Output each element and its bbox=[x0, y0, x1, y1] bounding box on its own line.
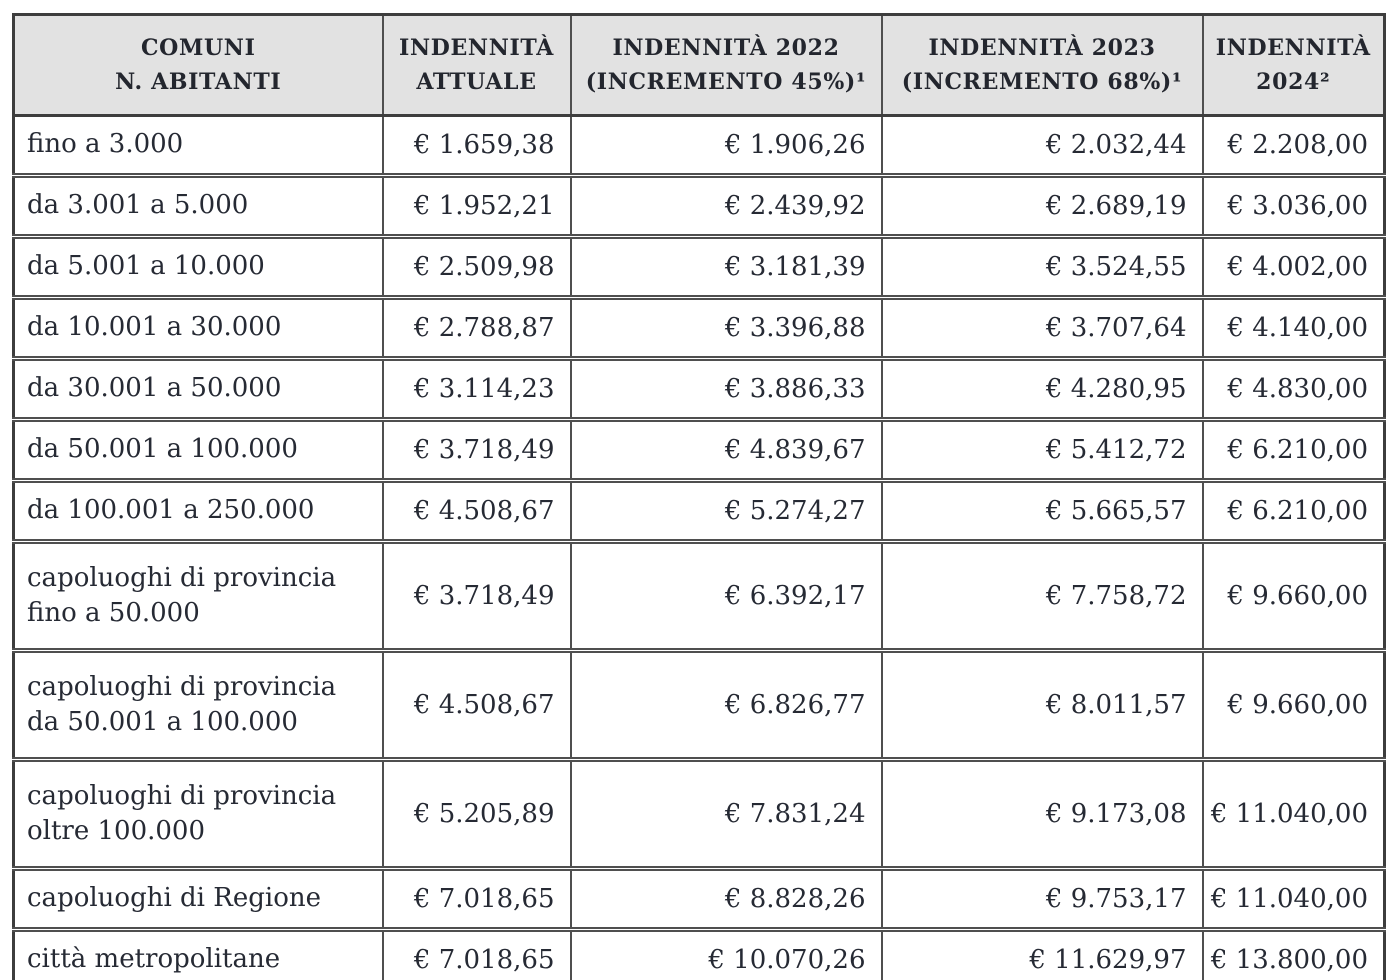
cell-attuale: € 1.659,38 bbox=[381, 114, 572, 177]
header-line: 2024² bbox=[1256, 69, 1331, 95]
cell-attuale: € 4.508,67 bbox=[381, 648, 572, 761]
column-header-indennita-attuale: INDENNITÀ ATTUALE bbox=[381, 13, 572, 117]
cell-2024: € 4.830,00 bbox=[1201, 356, 1386, 421]
column-header-indennita-2022: INDENNITÀ 2022 (INCREMENTO 45%)¹ bbox=[569, 13, 883, 117]
row-label: capoluoghi di provincia fino a 50.000 bbox=[12, 539, 384, 652]
cell-attuale: € 3.114,23 bbox=[381, 356, 572, 421]
row-label: fino a 3.000 bbox=[12, 114, 384, 177]
table-row: da 5.001 a 10.000 € 2.509,98 € 3.181,39 … bbox=[12, 234, 1386, 299]
cell-2023: € 8.011,57 bbox=[880, 648, 1204, 761]
cell-2022: € 2.439,92 bbox=[569, 173, 883, 238]
cell-2023: € 7.758,72 bbox=[880, 539, 1204, 652]
cell-attuale: € 7.018,65 bbox=[381, 927, 572, 980]
cell-2022: € 3.396,88 bbox=[569, 295, 883, 360]
header-line: INDENNITÀ bbox=[399, 34, 554, 61]
header-line: INDENNITÀ bbox=[1215, 34, 1371, 61]
cell-2022: € 7.831,24 bbox=[569, 757, 883, 870]
row-label: da 3.001 a 5.000 bbox=[12, 173, 384, 238]
header-line: N. ABITANTI bbox=[115, 69, 282, 95]
table-row: da 100.001 a 250.000 € 4.508,67 € 5.274,… bbox=[12, 478, 1386, 543]
row-label: da 5.001 a 10.000 bbox=[12, 234, 384, 299]
cell-2023: € 5.665,57 bbox=[880, 478, 1204, 543]
cell-attuale: € 4.508,67 bbox=[381, 478, 572, 543]
cell-2024: € 6.210,00 bbox=[1201, 478, 1386, 543]
table-row: da 50.001 a 100.000 € 3.718,49 € 4.839,6… bbox=[12, 417, 1386, 482]
table-row: da 10.001 a 30.000 € 2.788,87 € 3.396,88… bbox=[12, 295, 1386, 360]
table-row: da 3.001 a 5.000 € 1.952,21 € 2.439,92 €… bbox=[12, 173, 1386, 238]
header-line: INDENNITÀ 2023 bbox=[928, 34, 1156, 61]
header-row: COMUNI N. ABITANTI INDENNITÀ ATTUALE IND… bbox=[12, 13, 1386, 117]
table-body: fino a 3.000 € 1.659,38 € 1.906,26 € 2.0… bbox=[12, 114, 1386, 980]
cell-2023: € 2.032,44 bbox=[880, 114, 1204, 177]
header-line: ATTUALE bbox=[416, 69, 537, 95]
cell-2022: € 8.828,26 bbox=[569, 866, 883, 931]
cell-2023: € 3.707,64 bbox=[880, 295, 1204, 360]
table-row: capoluoghi di provincia oltre 100.000 € … bbox=[12, 757, 1386, 870]
cell-attuale: € 3.718,49 bbox=[381, 539, 572, 652]
row-label: capoluoghi di provincia oltre 100.000 bbox=[12, 757, 384, 870]
cell-2024: € 9.660,00 bbox=[1201, 539, 1386, 652]
cell-2022: € 10.070,26 bbox=[569, 927, 883, 980]
row-label: città metropolitane bbox=[12, 927, 384, 980]
cell-2023: € 9.753,17 bbox=[880, 866, 1204, 931]
header-line: COMUNI bbox=[140, 34, 256, 61]
cell-2022: € 3.181,39 bbox=[569, 234, 883, 299]
table-row: da 30.001 a 50.000 € 3.114,23 € 3.886,33… bbox=[12, 356, 1386, 421]
cell-2022: € 5.274,27 bbox=[569, 478, 883, 543]
cell-2023: € 2.689,19 bbox=[880, 173, 1204, 238]
cell-2022: € 3.886,33 bbox=[569, 356, 883, 421]
cell-2022: € 6.826,77 bbox=[569, 648, 883, 761]
cell-2024: € 3.036,00 bbox=[1201, 173, 1386, 238]
cell-2024: € 9.660,00 bbox=[1201, 648, 1386, 761]
column-header-indennita-2023: INDENNITÀ 2023 (INCREMENTO 68%)¹ bbox=[880, 13, 1204, 117]
header-line: (INCREMENTO 68%)¹ bbox=[901, 69, 1183, 95]
cell-attuale: € 5.205,89 bbox=[381, 757, 572, 870]
table-row: città metropolitane € 7.018,65 € 10.070,… bbox=[12, 927, 1386, 980]
cell-2024: € 6.210,00 bbox=[1201, 417, 1386, 482]
column-header-indennita-2024: INDENNITÀ 2024² bbox=[1201, 13, 1386, 117]
cell-2023: € 4.280,95 bbox=[880, 356, 1204, 421]
row-label: da 50.001 a 100.000 bbox=[12, 417, 384, 482]
cell-2024: € 11.040,00 bbox=[1201, 866, 1386, 931]
cell-2023: € 11.629,97 bbox=[880, 927, 1204, 980]
cell-2022: € 4.839,67 bbox=[569, 417, 883, 482]
cell-attuale: € 2.509,98 bbox=[381, 234, 572, 299]
cell-2024: € 2.208,00 bbox=[1201, 114, 1386, 177]
table-header: COMUNI N. ABITANTI INDENNITÀ ATTUALE IND… bbox=[12, 13, 1386, 117]
cell-attuale: € 2.788,87 bbox=[381, 295, 572, 360]
cell-2024: € 11.040,00 bbox=[1201, 757, 1386, 870]
header-line: INDENNITÀ 2022 bbox=[612, 34, 840, 61]
row-label: capoluoghi di provincia da 50.001 a 100.… bbox=[12, 648, 384, 761]
cell-attuale: € 7.018,65 bbox=[381, 866, 572, 931]
cell-attuale: € 3.718,49 bbox=[381, 417, 572, 482]
cell-attuale: € 1.952,21 bbox=[381, 173, 572, 238]
row-label: da 10.001 a 30.000 bbox=[12, 295, 384, 360]
column-header-comuni: COMUNI N. ABITANTI bbox=[12, 13, 384, 117]
table-row: fino a 3.000 € 1.659,38 € 1.906,26 € 2.0… bbox=[12, 114, 1386, 177]
row-label: da 100.001 a 250.000 bbox=[12, 478, 384, 543]
cell-2024: € 13.800,00 bbox=[1201, 927, 1386, 980]
cell-2024: € 4.140,00 bbox=[1201, 295, 1386, 360]
cell-2023: € 3.524,55 bbox=[880, 234, 1204, 299]
indennita-table: COMUNI N. ABITANTI INDENNITÀ ATTUALE IND… bbox=[12, 13, 1386, 980]
cell-2023: € 9.173,08 bbox=[880, 757, 1204, 870]
cell-2024: € 4.002,00 bbox=[1201, 234, 1386, 299]
table-row: capoluoghi di provincia da 50.001 a 100.… bbox=[12, 648, 1386, 761]
table-row: capoluoghi di provincia fino a 50.000 € … bbox=[12, 539, 1386, 652]
row-label: capoluoghi di Regione bbox=[12, 866, 384, 931]
table-row: capoluoghi di Regione € 7.018,65 € 8.828… bbox=[12, 866, 1386, 931]
cell-2022: € 6.392,17 bbox=[569, 539, 883, 652]
row-label: da 30.001 a 50.000 bbox=[12, 356, 384, 421]
cell-2022: € 1.906,26 bbox=[569, 114, 883, 177]
cell-2023: € 5.412,72 bbox=[880, 417, 1204, 482]
header-line: (INCREMENTO 45%)¹ bbox=[585, 69, 867, 95]
